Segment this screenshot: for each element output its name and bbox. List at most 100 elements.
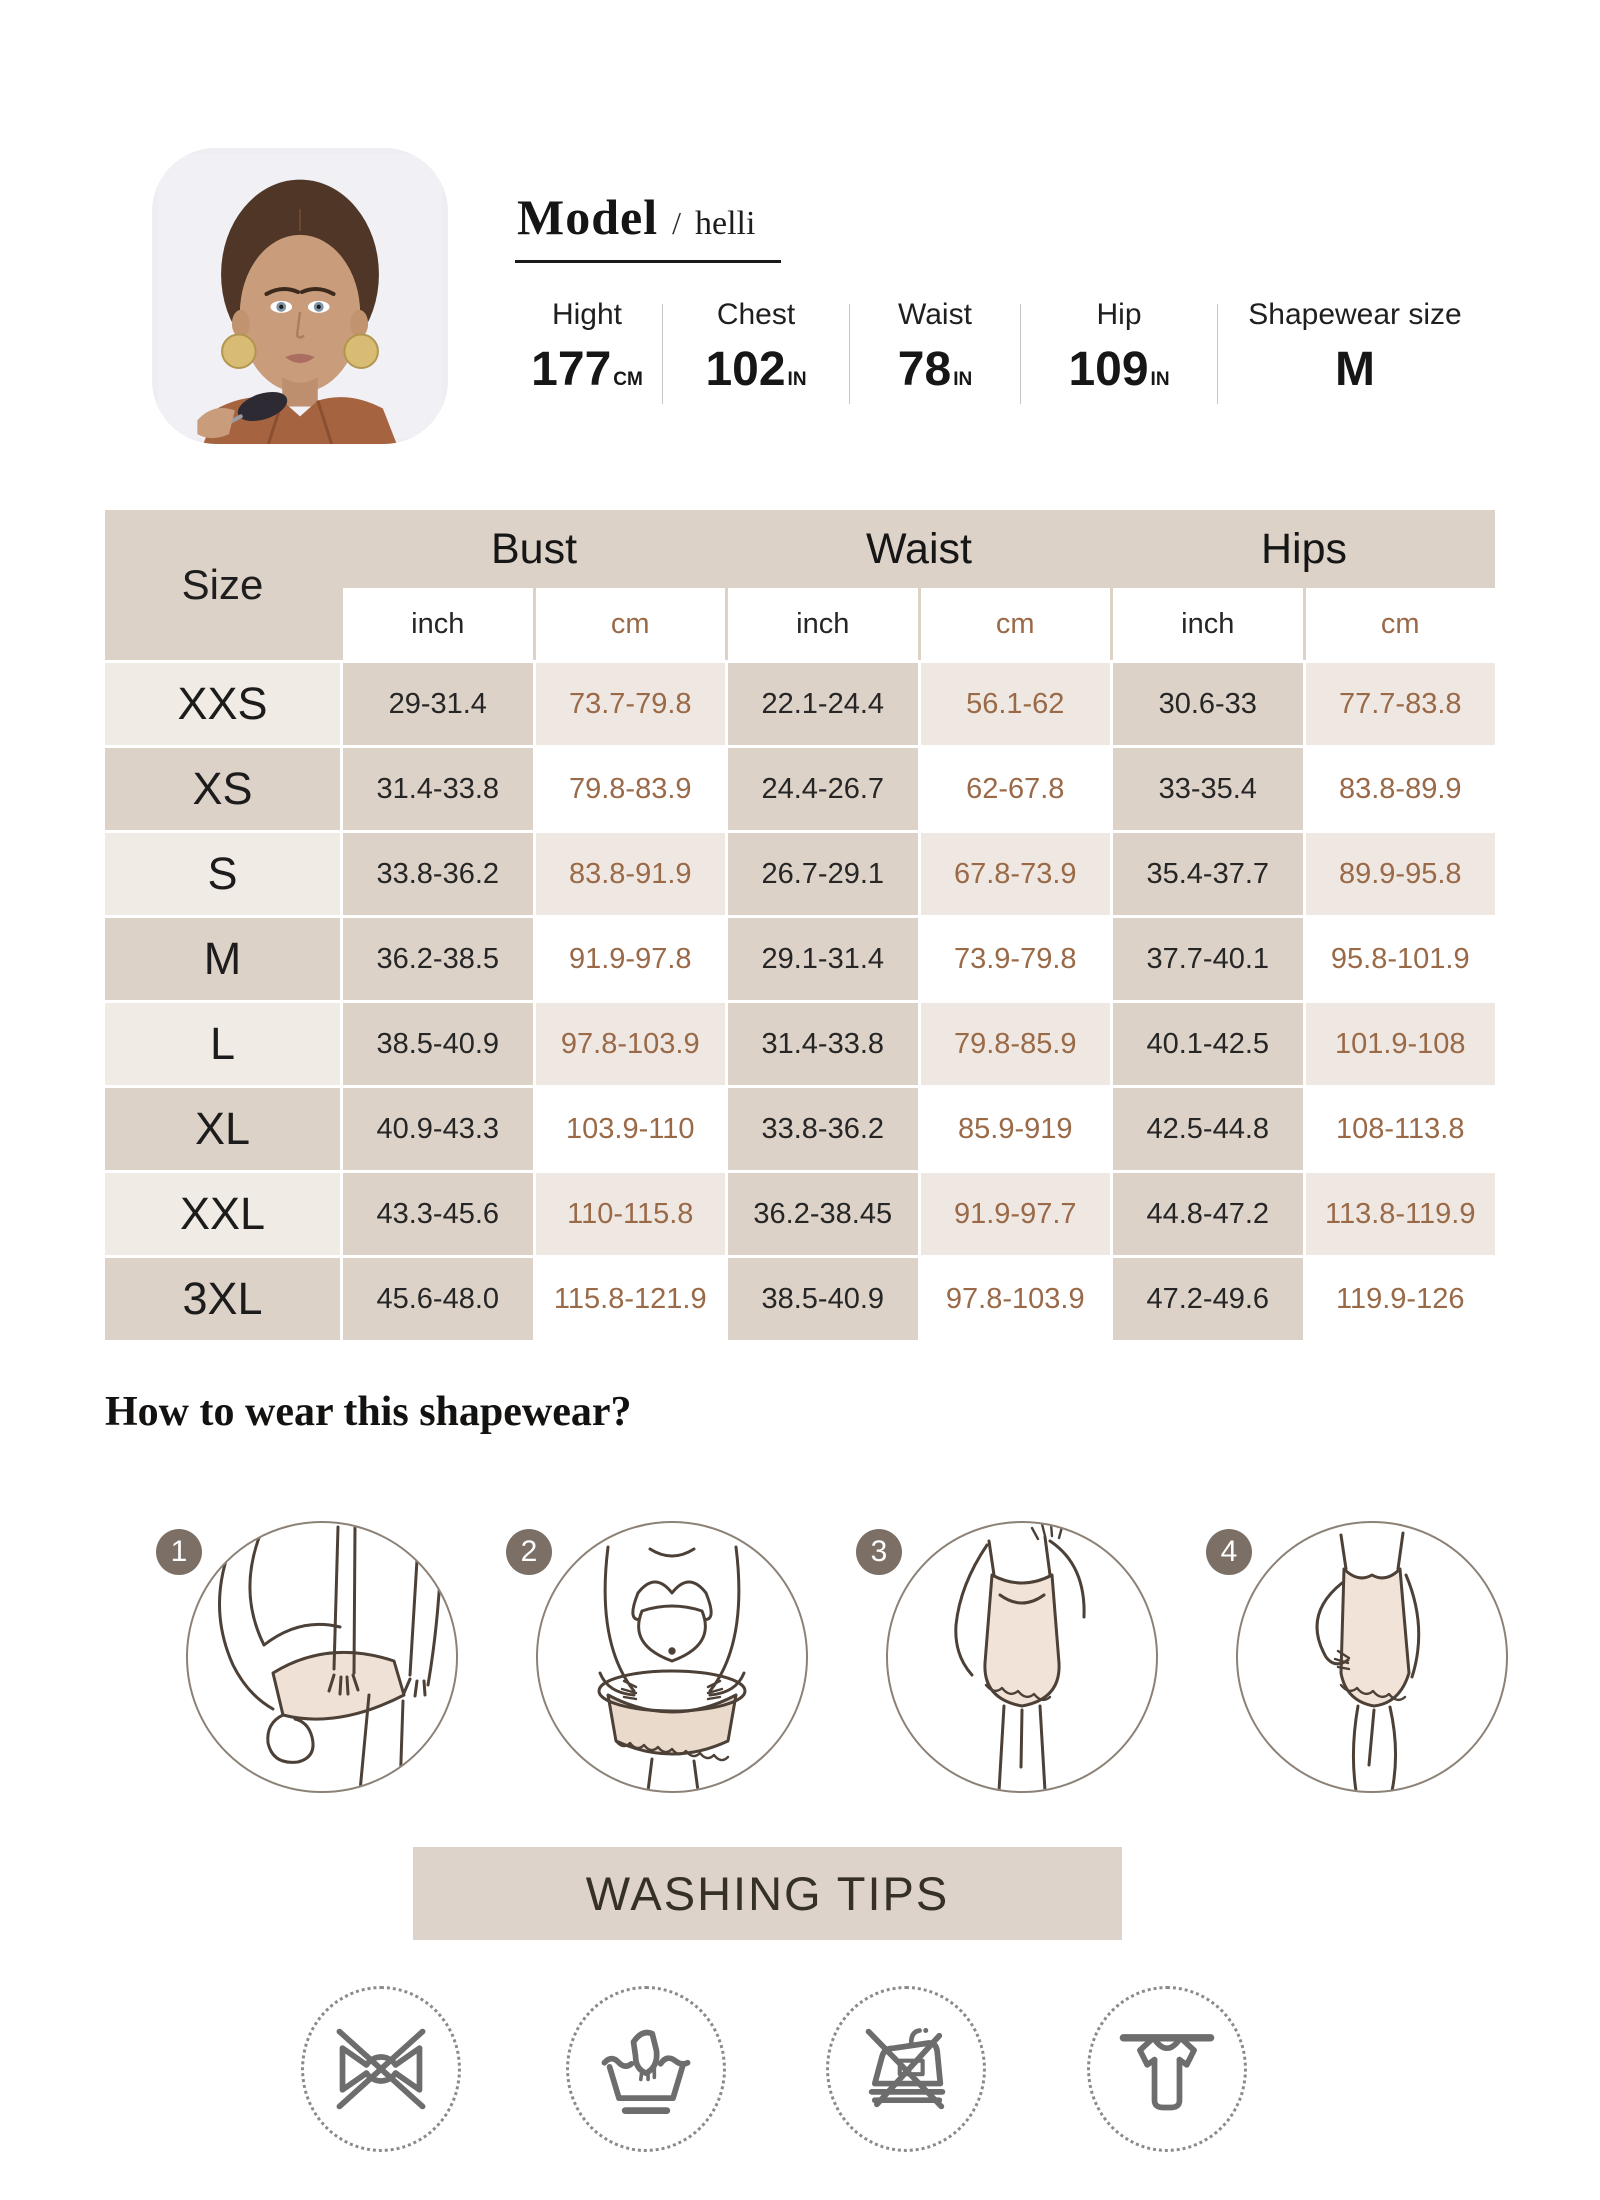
size-table-cell: 35.4-37.7	[1113, 833, 1303, 915]
model-title-slash: /	[672, 205, 681, 241]
size-table-cell: 119.9-126	[1305, 1258, 1495, 1340]
size-row-label: 3XL	[105, 1258, 340, 1340]
step-3-circle: 3	[856, 1521, 1158, 1793]
size-table-cell: 110-115.8	[535, 1173, 725, 1255]
size-row-label: S	[105, 833, 340, 915]
size-row-label: XL	[105, 1088, 340, 1170]
size-table-cell: 36.2-38.45	[728, 1173, 918, 1255]
size-table-cell: 38.5-40.9	[728, 1258, 918, 1340]
size-table-cell: 22.1-24.4	[728, 663, 918, 745]
stat-label: Hip	[1096, 298, 1142, 331]
size-table-cell: 67.8-73.9	[920, 833, 1110, 915]
step-2-circle: 2	[506, 1521, 808, 1793]
hand-wash-icon	[566, 1986, 726, 2152]
size-row-label: XS	[105, 748, 340, 830]
size-table-header: Size Bust Waist Hips inch cm inch cm inc…	[105, 510, 1495, 660]
size-table-cell: 73.7-79.8	[535, 663, 725, 745]
stat-divider	[662, 304, 663, 404]
size-table-cell: 29.1-31.4	[728, 918, 918, 1000]
size-table-cell: 83.8-89.9	[1305, 748, 1495, 830]
size-table-cell: 79.8-83.9	[535, 748, 725, 830]
step-2-number-badge: 2	[506, 1529, 552, 1575]
size-table-cell: 29-31.4	[343, 663, 533, 745]
size-table-cell: 101.9-108	[1305, 1003, 1495, 1085]
size-table-cell: 108-113.8	[1305, 1088, 1495, 1170]
size-row-label: XXL	[105, 1173, 340, 1255]
size-table-cell: 91.9-97.8	[535, 918, 725, 1000]
adjust-straps-illustration	[954, 1523, 1086, 1791]
model-name: helli	[694, 205, 756, 242]
model-stats: Hight 177 CM Chest 102 IN Waist 78 IN Hip 1…	[512, 298, 1492, 408]
size-table-cell: 113.8-119.9	[1305, 1173, 1495, 1255]
stat-label: Waist	[898, 298, 972, 331]
unit-header: cm	[920, 588, 1110, 660]
stat-label: Chest	[716, 298, 796, 331]
stat-value: 78	[897, 343, 952, 396]
size-table-cell: 38.5-40.9	[343, 1003, 533, 1085]
step-into-shapewear-illustration	[218, 1525, 444, 1791]
stat-waist: Waist 78 IN	[850, 298, 1020, 408]
size-table-cell: 36.2-38.5	[343, 918, 533, 1000]
step-3-number-badge: 3	[856, 1529, 902, 1575]
size-table-cell: 43.3-45.6	[343, 1173, 533, 1255]
stat-chest: Chest 102 IN	[663, 298, 849, 408]
size-table-cell: 97.8-103.9	[535, 1003, 725, 1085]
size-table-cell: 33.8-36.2	[343, 833, 533, 915]
stat-divider	[1020, 304, 1021, 404]
size-table-cell: 26.7-29.1	[728, 833, 918, 915]
stat-label: Shapewear size	[1248, 298, 1462, 331]
size-row-label: XXS	[105, 663, 340, 745]
stat-height: Hight 177 CM	[512, 298, 662, 408]
size-table-cell: 115.8-121.9	[535, 1258, 725, 1340]
washing-tips-banner: WASHING TIPS	[413, 1847, 1122, 1940]
size-table-cell: 24.4-26.7	[728, 748, 918, 830]
no-wring-icon	[301, 1986, 461, 2152]
unit-header: cm	[1305, 588, 1495, 660]
size-table-cell: 56.1-62	[920, 663, 1110, 745]
step-1-circle: 1	[156, 1521, 458, 1793]
size-table-cell: 42.5-44.8	[1113, 1088, 1303, 1170]
step-4-circle: 4	[1206, 1521, 1508, 1793]
stat-unit: IN	[953, 369, 973, 390]
size-table-cell: 44.8-47.2	[1113, 1173, 1303, 1255]
stat-unit: CM	[613, 369, 643, 390]
final-fit-illustration	[1315, 1531, 1421, 1791]
unit-header: inch	[728, 588, 918, 660]
stat-hip: Hip 109 IN	[1021, 298, 1217, 408]
stat-divider	[849, 304, 850, 404]
size-table-body: XXS 29-31.4 73.7-79.8 22.1-24.4 56.1-62 30.6-…	[105, 663, 1495, 1340]
stat-divider	[1217, 304, 1218, 404]
model-portrait-illustration	[152, 148, 448, 444]
stat-value: M	[1335, 343, 1375, 396]
size-table-cell: 47.2-49.6	[1113, 1258, 1303, 1340]
size-table-cell: 33-35.4	[1113, 748, 1303, 830]
stat-unit: IN	[1150, 369, 1170, 390]
step-1-number-badge: 1	[156, 1529, 202, 1575]
size-table-cell: 73.9-79.8	[920, 918, 1110, 1000]
size-table-cell: 85.9-919	[920, 1088, 1110, 1170]
size-table-cell: 62-67.8	[920, 748, 1110, 830]
unit-header: inch	[1113, 588, 1303, 660]
model-title: Model / helli	[515, 188, 782, 263]
stat-value: 109	[1068, 343, 1149, 396]
unit-header: cm	[535, 588, 725, 660]
size-table-cell: 33.8-36.2	[728, 1088, 918, 1170]
size-row-label: L	[105, 1003, 340, 1085]
no-iron-icon	[826, 1986, 986, 2152]
size-table-cell: 31.4-33.8	[728, 1003, 918, 1085]
stat-shapewear-size: Shapewear size M	[1218, 298, 1492, 408]
step-4-number-badge: 4	[1206, 1529, 1252, 1575]
size-table-cell: 95.8-101.9	[1305, 918, 1495, 1000]
stat-label: Hight	[551, 298, 623, 331]
size-table-cell: 30.6-33	[1113, 663, 1303, 745]
size-table-cell: 37.7-40.1	[1113, 918, 1303, 1000]
size-table-cell: 91.9-97.7	[920, 1173, 1110, 1255]
size-table-cell: 89.9-95.8	[1305, 833, 1495, 915]
size-column-header: Size	[181, 561, 264, 608]
size-chart-table: Size Bust Waist Hips inch cm inch cm inc…	[105, 510, 1495, 1340]
pull-up-over-hips-illustration	[597, 1545, 747, 1791]
group-header-bust: Bust	[490, 524, 578, 573]
stat-value: 102	[705, 343, 786, 396]
hang-dry-icon	[1087, 1986, 1247, 2152]
size-table-cell: 40.9-43.3	[343, 1088, 533, 1170]
